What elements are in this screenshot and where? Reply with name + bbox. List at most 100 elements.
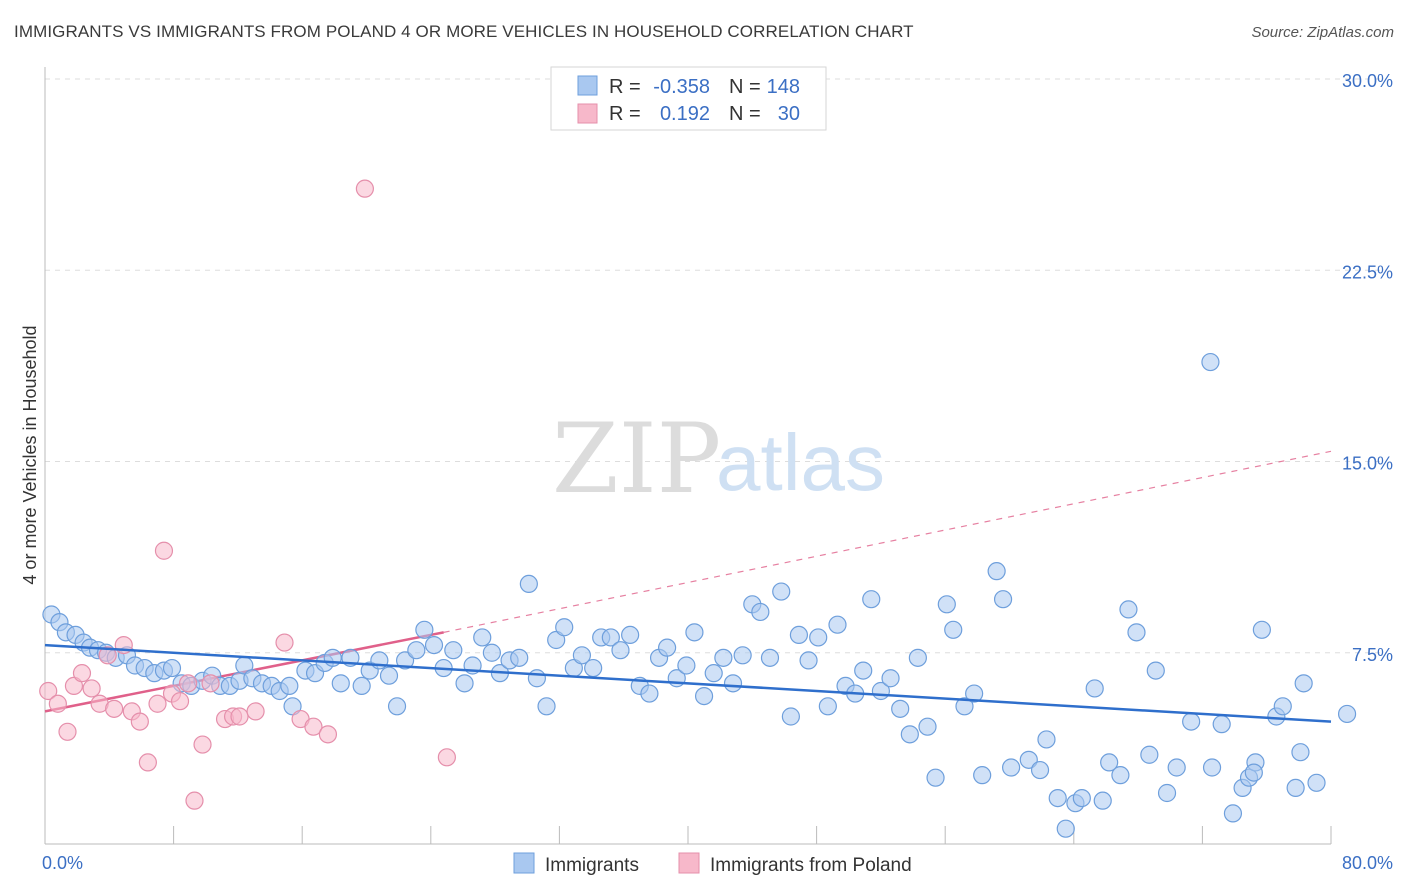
tick-label-layer: 7.5% 15.0% 22.5% 30.0% 0.0% 80.0% bbox=[42, 71, 1393, 873]
poland-point-8 bbox=[105, 699, 124, 718]
poland-point-1 bbox=[48, 694, 67, 713]
immigrants-point-103 bbox=[987, 562, 1006, 581]
poland-point-13 bbox=[148, 694, 167, 713]
y-tick-label-0: 7.5% bbox=[1352, 645, 1393, 665]
immigrants-point-122 bbox=[1167, 758, 1186, 777]
immigrants-point-86 bbox=[828, 615, 847, 634]
stats-n-value-2: 30 bbox=[778, 103, 800, 125]
immigrants-point-135 bbox=[1294, 674, 1313, 693]
poland-point-4 bbox=[72, 664, 92, 683]
poland-point-12 bbox=[138, 753, 157, 772]
immigrants-point-96 bbox=[918, 717, 937, 736]
immigrants-point-120 bbox=[1146, 661, 1165, 680]
poland-point-11 bbox=[130, 712, 149, 731]
immigrants-point-124 bbox=[1202, 758, 1222, 777]
immigrants-point-137 bbox=[1337, 704, 1357, 724]
immigrants-point-48 bbox=[473, 628, 492, 647]
immigrants-point-138 bbox=[1201, 352, 1220, 372]
immigrants-point-52 bbox=[510, 648, 529, 667]
immigrants-point-74 bbox=[714, 648, 733, 667]
immigrants-point-126 bbox=[1223, 804, 1243, 823]
immigrants-point-84 bbox=[809, 628, 828, 647]
poland-point-25 bbox=[275, 633, 294, 652]
immigrants-point-104 bbox=[993, 590, 1013, 609]
stats-r-value-1: -0.358 bbox=[653, 76, 710, 98]
immigrants-point-115 bbox=[1100, 753, 1119, 772]
stats-n-label-2: N = bbox=[729, 103, 761, 125]
immigrants-point-40 bbox=[395, 651, 415, 670]
y-tick-label-1: 15.0% bbox=[1342, 454, 1393, 474]
stats-swatch-pink bbox=[577, 103, 598, 124]
poland-point-18 bbox=[185, 791, 204, 810]
immigrants-point-39 bbox=[387, 697, 407, 716]
watermark: ZIP atlas bbox=[552, 403, 885, 515]
immigrants-point-81 bbox=[781, 707, 800, 726]
immigrants-point-75 bbox=[723, 674, 743, 693]
immigrants-point-89 bbox=[854, 661, 873, 680]
immigrants-point-55 bbox=[537, 697, 556, 716]
stats-r-label-1: R = bbox=[609, 76, 641, 98]
poland-point-0 bbox=[39, 681, 58, 701]
immigrants-point-54 bbox=[527, 669, 546, 688]
immigrants-point-76 bbox=[733, 646, 752, 665]
immigrants-point-119 bbox=[1140, 745, 1159, 764]
immigrants-point-68 bbox=[658, 638, 677, 657]
stats-box: R = -0.358 N = 148 R = 0.192 N = 30 bbox=[550, 66, 827, 131]
immigrants-point-132 bbox=[1273, 697, 1292, 716]
chart-source: Source: ZipAtlas.com bbox=[1251, 24, 1394, 41]
immigrants-point-57 bbox=[555, 618, 574, 637]
immigrants-point-99 bbox=[944, 620, 963, 639]
immigrants-trend-line bbox=[44, 643, 1332, 723]
watermark-atlas: atlas bbox=[716, 418, 885, 507]
poland-point-28 bbox=[318, 725, 338, 744]
immigrants-point-105 bbox=[1002, 758, 1021, 777]
immigrants-point-72 bbox=[694, 686, 714, 706]
immigrants-point-100 bbox=[955, 697, 974, 716]
legend: Immigrants Immigrants from Poland bbox=[513, 852, 912, 876]
poland-points bbox=[39, 179, 456, 810]
immigrants-point-78 bbox=[751, 602, 770, 622]
immigrants-point-125 bbox=[1212, 715, 1231, 734]
blue-trend-layer bbox=[44, 643, 1332, 723]
poland-point-7 bbox=[98, 646, 117, 665]
poland-point-30 bbox=[437, 748, 456, 767]
immigrants-point-42 bbox=[415, 620, 434, 639]
immigrants-point-134 bbox=[1291, 743, 1310, 762]
immigrants-point-101 bbox=[965, 684, 984, 703]
immigrants-point-14 bbox=[162, 658, 182, 678]
immigrants-point-73 bbox=[704, 664, 723, 683]
immigrants-point-46 bbox=[455, 674, 474, 693]
stats-r-label-2: R = bbox=[609, 103, 641, 125]
immigrants-point-112 bbox=[1072, 788, 1091, 808]
chart-title: IMMIGRANTS VS IMMIGRANTS FROM POLAND 4 O… bbox=[14, 22, 914, 41]
immigrants-point-82 bbox=[789, 625, 809, 645]
immigrants-point-71 bbox=[685, 623, 704, 642]
immigrants-point-70 bbox=[677, 656, 696, 675]
immigrants-point-33 bbox=[331, 674, 350, 693]
stats-r-value-2: 0.192 bbox=[660, 103, 710, 125]
immigrants-point-85 bbox=[818, 697, 837, 716]
immigrants-point-95 bbox=[908, 648, 927, 667]
poland-point-16 bbox=[170, 692, 190, 711]
immigrants-point-102 bbox=[973, 766, 992, 785]
immigrants-point-93 bbox=[891, 699, 910, 718]
poland-point-20 bbox=[201, 674, 220, 693]
immigrants-point-118 bbox=[1127, 623, 1146, 642]
immigrants-point-98 bbox=[937, 595, 956, 614]
poland-point-29 bbox=[355, 179, 374, 198]
y-tick-label-3: 30.0% bbox=[1342, 71, 1393, 91]
watermark-zip: ZIP bbox=[552, 403, 721, 515]
immigrants-point-133 bbox=[1286, 778, 1305, 798]
immigrants-point-110 bbox=[1056, 819, 1075, 838]
poland-point-2 bbox=[58, 722, 77, 741]
poland-point-17 bbox=[178, 674, 198, 693]
immigrants-point-27 bbox=[280, 676, 299, 696]
immigrants-point-35 bbox=[352, 676, 371, 696]
immigrants-point-80 bbox=[772, 582, 791, 601]
immigrants-point-123 bbox=[1182, 712, 1201, 731]
immigrants-point-139 bbox=[1244, 763, 1263, 782]
immigrants-point-66 bbox=[640, 684, 659, 703]
axis-layer bbox=[44, 67, 1332, 845]
stats-swatch-blue bbox=[577, 75, 598, 96]
